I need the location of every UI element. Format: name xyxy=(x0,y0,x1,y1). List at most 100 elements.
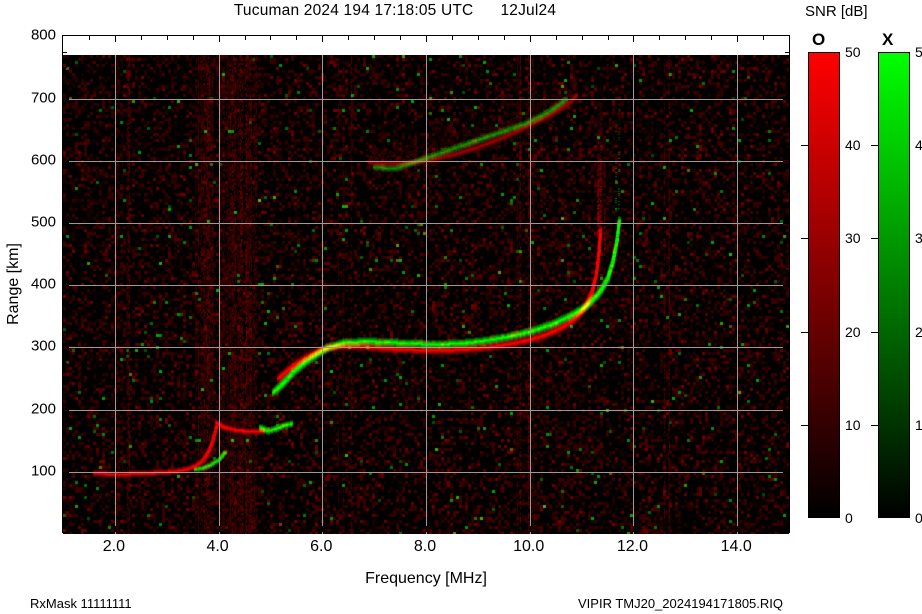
colorbar-o-gradient xyxy=(808,52,840,518)
axis-tick xyxy=(63,192,67,193)
axis-tick xyxy=(737,36,738,42)
axis-tick xyxy=(783,285,789,286)
axis-tick xyxy=(270,528,271,532)
axis-tick xyxy=(63,378,67,379)
axis-tick xyxy=(167,36,168,40)
plot-top-blank-band xyxy=(63,36,789,55)
axis-tick xyxy=(63,394,67,395)
axis-tick xyxy=(115,36,116,42)
axis-tick xyxy=(785,503,789,504)
axis-tick xyxy=(400,528,401,532)
colorbar-tick-mark xyxy=(801,332,808,333)
y-tick-label: 500 xyxy=(30,213,56,231)
colorbar-tick-label: 0 xyxy=(845,510,853,526)
axis-tick xyxy=(785,130,789,131)
colorbar-tick-label: 0 xyxy=(915,510,922,526)
axis-tick xyxy=(785,192,789,193)
axis-tick xyxy=(219,526,220,532)
axis-tick xyxy=(245,36,246,40)
axis-tick xyxy=(504,36,505,40)
axis-tick xyxy=(63,254,67,255)
axis-tick xyxy=(193,528,194,532)
axis-tick xyxy=(785,145,789,146)
x-tick-label: 4.0 xyxy=(206,538,229,555)
axis-tick xyxy=(63,114,67,115)
axis-tick xyxy=(633,526,634,532)
axis-tick xyxy=(785,425,789,426)
axis-tick xyxy=(785,114,789,115)
axis-tick xyxy=(785,332,789,333)
axis-tick xyxy=(193,36,194,40)
axis-tick xyxy=(685,36,686,40)
axis-tick xyxy=(63,456,67,457)
y-axis-title: Range [km] xyxy=(5,243,22,325)
axis-tick xyxy=(63,99,69,100)
axis-tick xyxy=(711,36,712,40)
y-tick-label: 200 xyxy=(30,400,56,418)
axis-tick xyxy=(556,36,557,40)
axis-tick xyxy=(374,528,375,532)
axis-tick xyxy=(219,36,220,42)
axis-tick xyxy=(63,332,67,333)
axis-tick xyxy=(141,36,142,40)
axis-tick xyxy=(785,176,789,177)
x-tick-label: 8.0 xyxy=(413,538,437,555)
axis-tick xyxy=(783,472,789,473)
colorbar-title: SNR [dB] xyxy=(805,3,868,20)
colorbar-tick-label: 30 xyxy=(915,230,922,247)
axis-tick xyxy=(785,301,789,302)
axis-tick xyxy=(322,526,323,532)
y-tick-label: 100 xyxy=(30,462,56,480)
axis-tick xyxy=(63,285,69,286)
axis-tick xyxy=(63,316,67,317)
x-tick-label: 2.0 xyxy=(102,538,125,555)
axis-tick xyxy=(711,528,712,532)
axis-tick xyxy=(63,441,67,442)
colorbar-tick-mark xyxy=(871,238,878,239)
colorbar-x-gradient xyxy=(878,52,910,518)
y-tick-label: 600 xyxy=(30,151,56,169)
x-tick-label: 12.0 xyxy=(616,538,648,555)
axis-tick xyxy=(426,36,427,42)
axis-tick xyxy=(737,526,738,532)
axis-tick xyxy=(783,223,789,224)
axis-tick xyxy=(633,36,634,42)
ionogram-canvas-container xyxy=(63,55,789,534)
colorbar-o-letter: O xyxy=(812,30,826,49)
axis-tick xyxy=(452,528,453,532)
axis-tick xyxy=(530,526,531,532)
colorbar-tick-label: 50 xyxy=(845,44,861,60)
axis-tick xyxy=(63,52,67,53)
axis-tick xyxy=(783,347,789,348)
axis-tick xyxy=(785,363,789,364)
colorbar-tick-label: 10 xyxy=(915,416,922,433)
axis-tick xyxy=(348,36,349,40)
axis-tick xyxy=(63,67,67,68)
axis-tick xyxy=(63,207,67,208)
axis-tick xyxy=(63,487,67,488)
axis-tick xyxy=(478,528,479,532)
colorbar-tick-mark xyxy=(871,425,878,426)
axis-tick xyxy=(785,441,789,442)
axis-tick xyxy=(63,130,67,131)
axis-tick xyxy=(785,207,789,208)
axis-tick xyxy=(785,239,789,240)
axis-tick xyxy=(763,36,764,40)
axis-tick xyxy=(89,528,90,532)
ionogram-plot xyxy=(62,35,790,534)
ionogram-heatmap-canvas xyxy=(63,55,789,534)
colorbar-tick-mark xyxy=(801,145,808,146)
y-tick-label: 800 xyxy=(30,26,56,44)
axis-tick xyxy=(659,528,660,532)
axis-tick xyxy=(63,425,67,426)
axis-tick xyxy=(530,36,531,42)
axis-tick xyxy=(785,518,789,519)
axis-tick xyxy=(348,528,349,532)
axis-tick xyxy=(608,36,609,40)
axis-tick xyxy=(63,83,67,84)
axis-tick xyxy=(452,36,453,40)
axis-tick xyxy=(63,301,67,302)
axis-tick xyxy=(270,36,271,40)
rxmask-label: RxMask 11111111 xyxy=(30,596,132,611)
y-tick-label: 700 xyxy=(30,89,56,107)
